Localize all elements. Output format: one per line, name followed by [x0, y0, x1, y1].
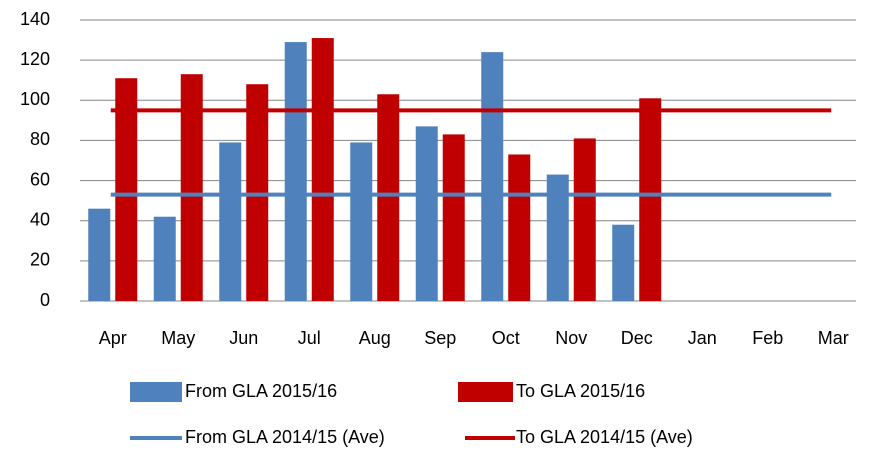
legend-swatch — [458, 382, 513, 402]
y-tick-label: 60 — [30, 169, 50, 189]
x-tick-label: Nov — [555, 328, 587, 348]
legend-label: To GLA 2014/15 (Ave) — [516, 427, 693, 447]
x-tick-label: Sep — [424, 328, 456, 348]
bar — [219, 142, 242, 301]
x-tick-label: Jan — [688, 328, 717, 348]
legend-label: To GLA 2015/16 — [516, 381, 645, 401]
y-tick-label: 80 — [30, 129, 50, 149]
bar — [639, 98, 662, 302]
bar — [311, 38, 334, 302]
x-tick-label: Feb — [752, 328, 783, 348]
legend-swatch — [130, 382, 182, 402]
legend-label: From GLA 2015/16 — [185, 381, 337, 401]
x-tick-label: Oct — [492, 328, 520, 348]
bar — [284, 42, 307, 301]
x-tick-label: Mar — [818, 328, 849, 348]
bar — [508, 154, 531, 301]
legend-label: From GLA 2014/15 (Ave) — [185, 427, 385, 447]
y-tick-label: 100 — [20, 89, 50, 109]
bar — [546, 174, 569, 301]
bar — [481, 52, 504, 301]
x-tick-label: Aug — [359, 328, 391, 348]
x-tick-label: Apr — [99, 328, 127, 348]
bar — [377, 94, 400, 301]
bar — [153, 216, 176, 301]
x-tick-label: Jun — [229, 328, 258, 348]
bar — [415, 126, 438, 301]
y-tick-label: 20 — [30, 250, 50, 270]
x-tick-label: May — [161, 328, 195, 348]
bar — [573, 138, 596, 301]
bar — [442, 134, 465, 301]
y-tick-label: 40 — [30, 209, 50, 229]
y-tick-label: 120 — [20, 49, 50, 69]
bar — [612, 224, 635, 301]
x-tick-label: Dec — [621, 328, 653, 348]
bar — [88, 208, 111, 301]
y-tick-label: 0 — [40, 290, 50, 310]
bar — [180, 74, 203, 301]
bar — [246, 84, 269, 301]
bar — [350, 142, 373, 301]
bar — [115, 78, 138, 301]
x-tick-label: Jul — [298, 328, 321, 348]
y-tick-label: 140 — [20, 9, 50, 29]
